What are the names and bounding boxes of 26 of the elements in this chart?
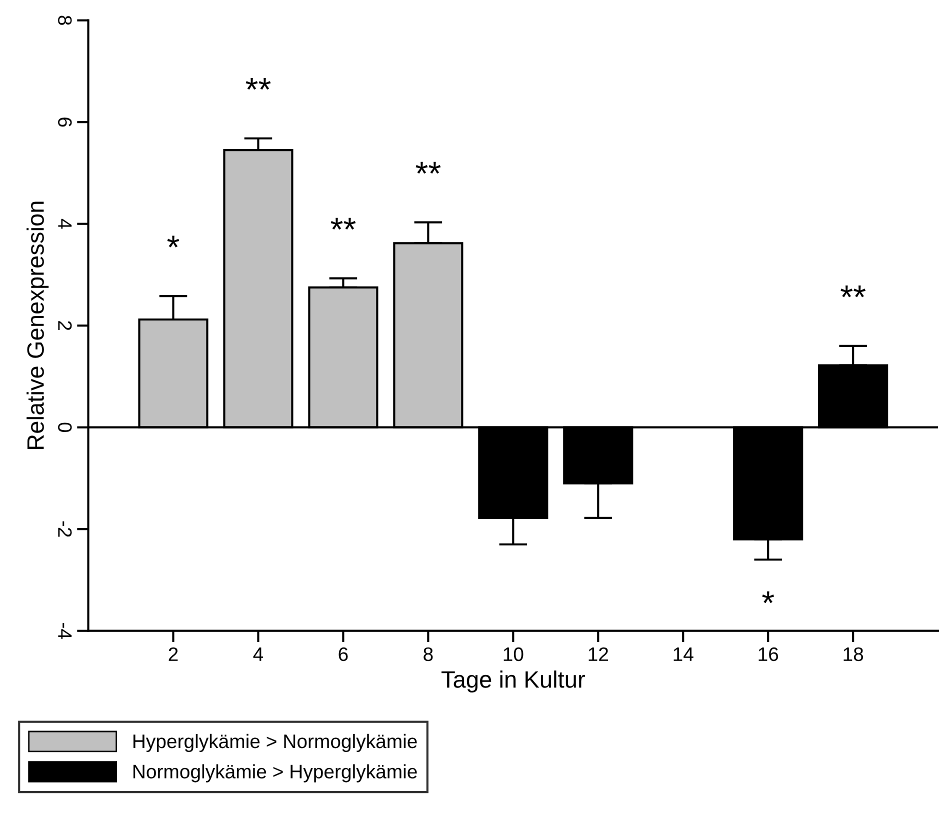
annotation: ** xyxy=(246,78,271,90)
x-tick-label: 2 xyxy=(168,647,178,661)
y-axis-title: Relative Genexpression xyxy=(26,202,49,449)
y-tick-label: -2 xyxy=(58,521,72,537)
y-tick-label: 8 xyxy=(58,16,72,25)
y-tick-label: 0 xyxy=(58,422,72,432)
y-tick-label: -4 xyxy=(58,623,72,639)
y-tick-label: 6 xyxy=(58,118,72,127)
x-tick-label: 8 xyxy=(424,647,433,662)
x-tick-label: 14 xyxy=(674,648,694,661)
x-axis-title: Tage in Kultur xyxy=(442,670,585,693)
legend-label: Hyperglykämie > Normoglykämie xyxy=(133,734,417,752)
annotation: ** xyxy=(840,286,866,298)
annotation: ** xyxy=(416,162,441,174)
legend-label: Normoglykämie > Hyperglykämie xyxy=(133,764,417,782)
y-tick-label: 2 xyxy=(58,321,72,330)
annotation: * xyxy=(167,236,180,248)
x-tick-label: 12 xyxy=(588,647,608,661)
x-tick-label: 16 xyxy=(758,647,778,662)
y-tick-label: 4 xyxy=(58,218,72,229)
annotation: * xyxy=(762,591,774,604)
x-tick-label: 10 xyxy=(504,647,524,662)
x-tick-label: 4 xyxy=(253,648,264,661)
annotation: ** xyxy=(330,218,356,230)
x-tick-label: 6 xyxy=(338,647,348,662)
x-tick-label: 18 xyxy=(844,647,864,662)
